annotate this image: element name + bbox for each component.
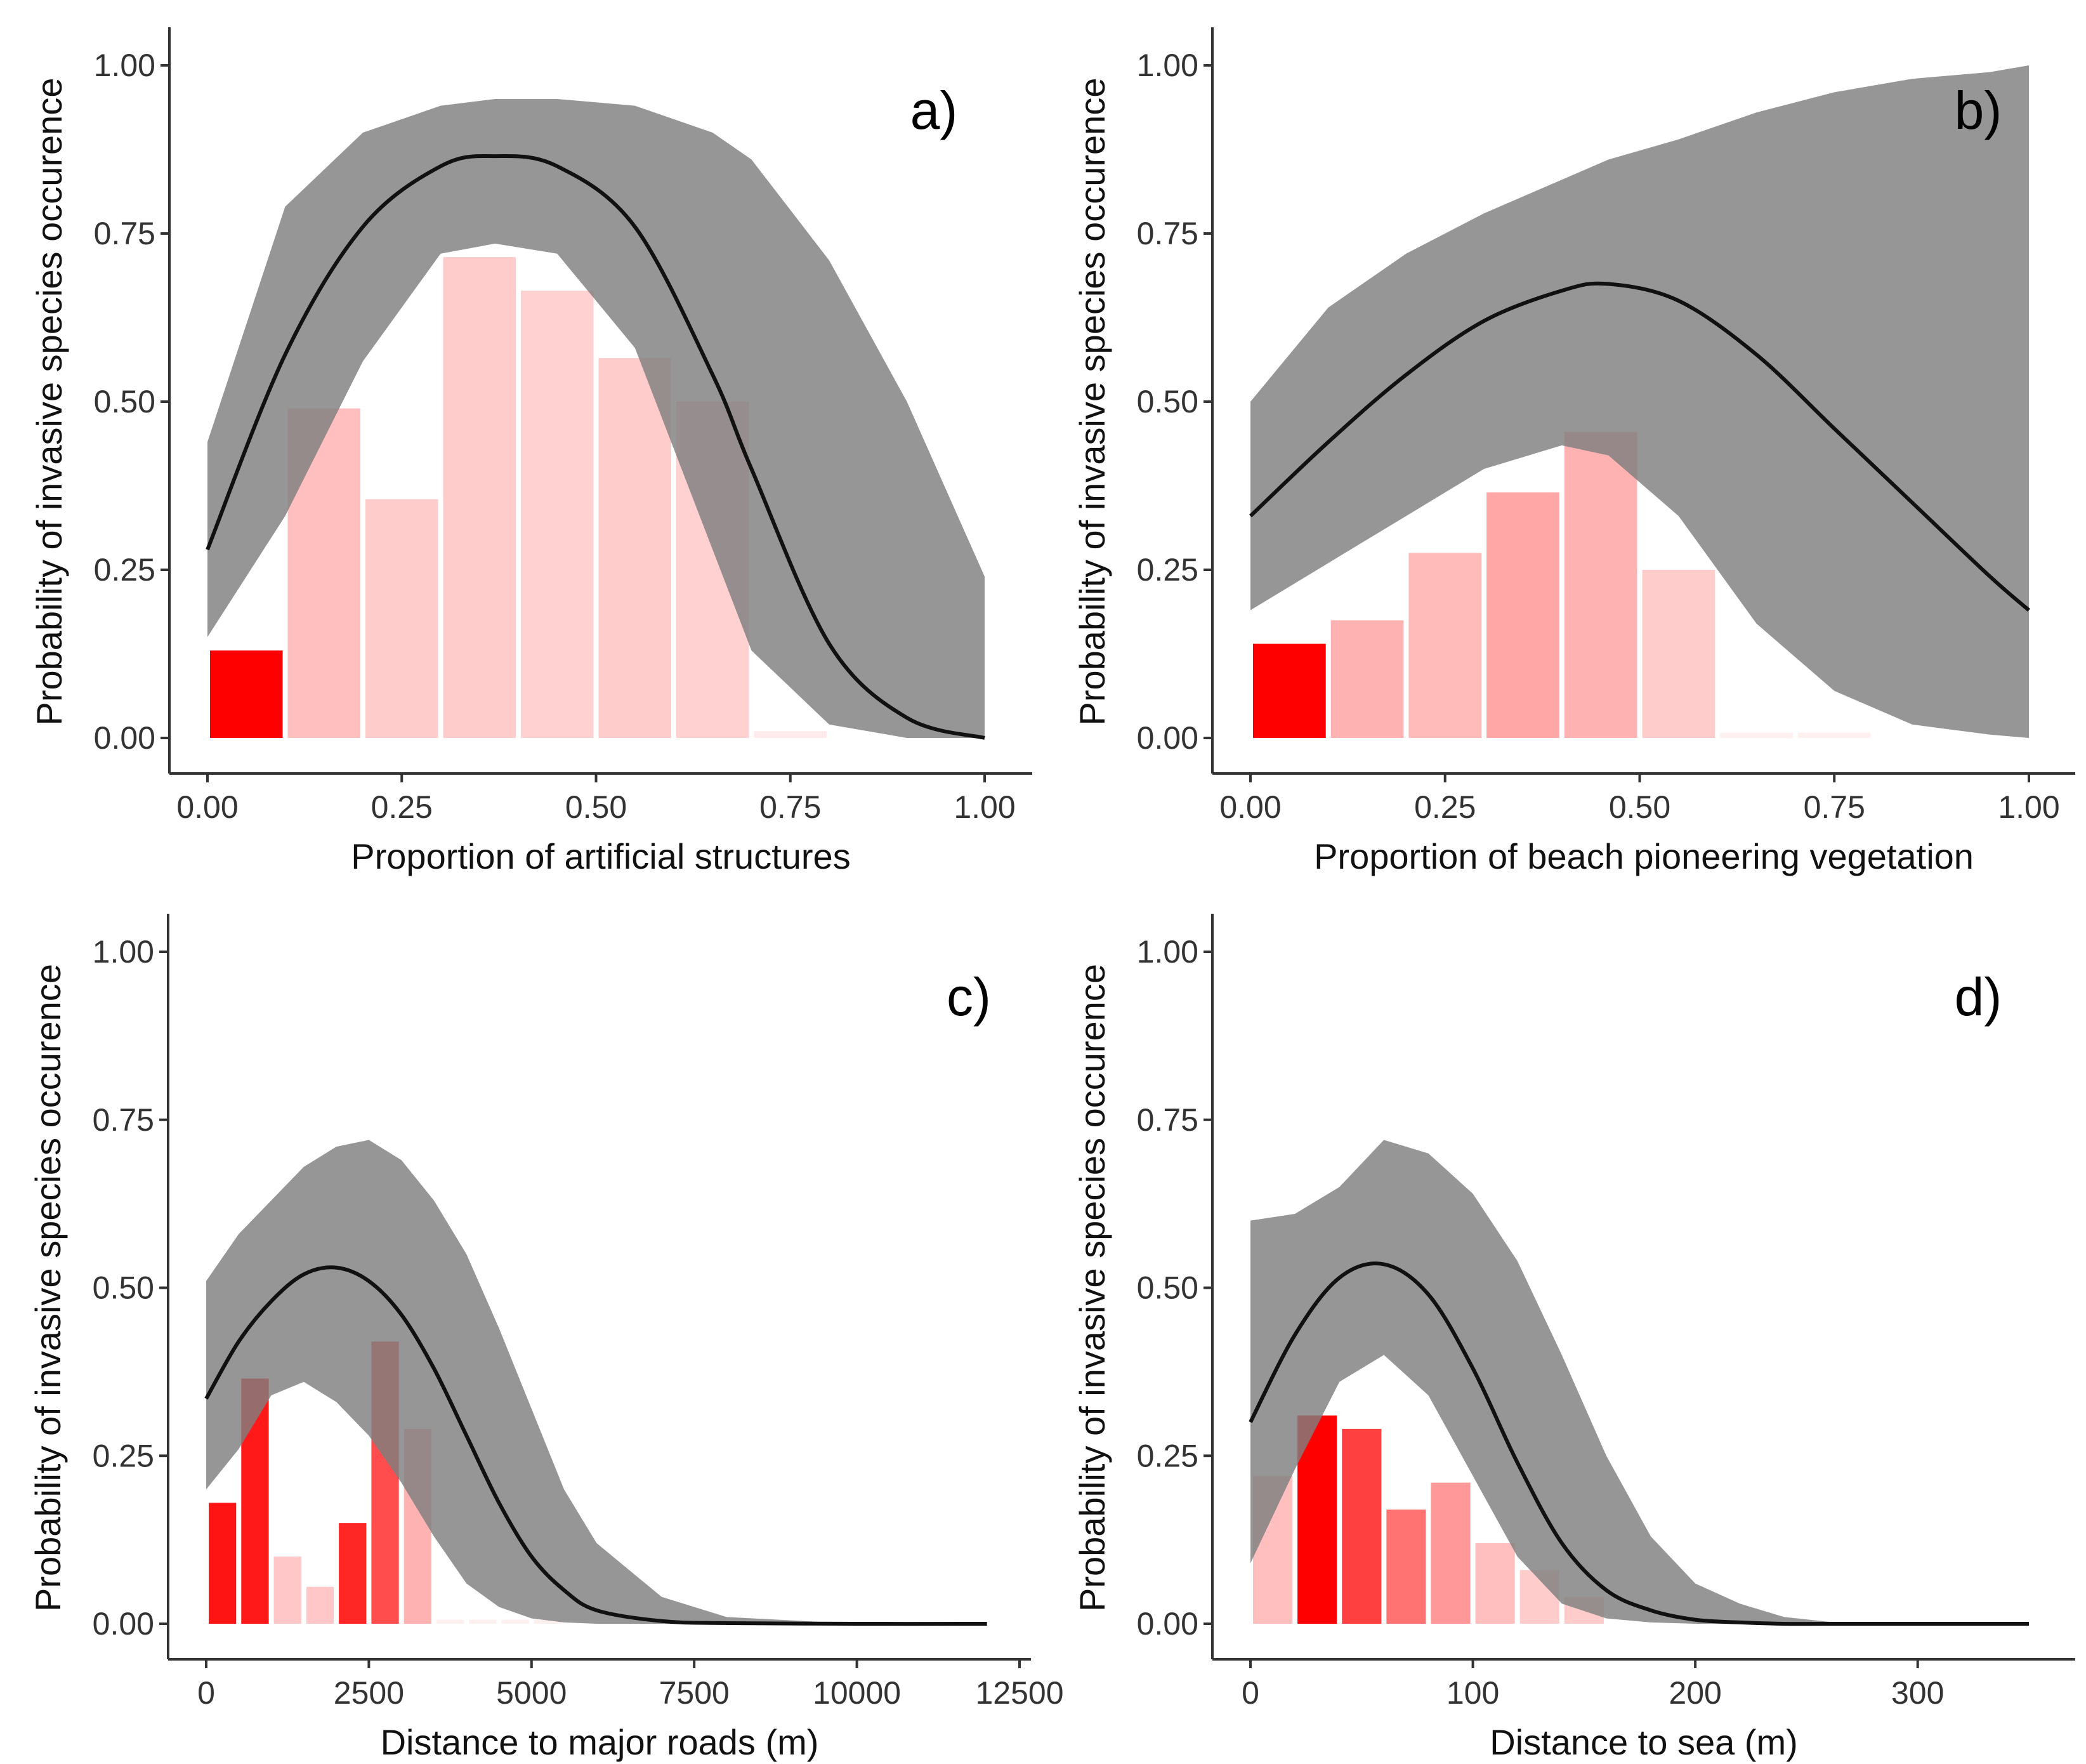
x-tick-label: 2500 (334, 1675, 404, 1711)
y-tick-label: 0.25 (1137, 552, 1198, 588)
x-tick-label: 0 (1242, 1675, 1259, 1711)
y-axis-title: Probability of invasive species occurenc… (29, 78, 69, 726)
histogram-bar (1564, 431, 1637, 738)
histogram-bar (1408, 553, 1482, 738)
panel-label: b) (1955, 81, 2002, 140)
panel-label: d) (1955, 967, 2002, 1027)
fitted-curve (1249, 281, 2030, 612)
x-axis-title: Distance to major roads (m) (381, 1722, 819, 1762)
x-tick-label: 100 (1446, 1675, 1499, 1711)
histogram-bar (501, 1619, 529, 1624)
y-axis-title: Probability of invasive species occurenc… (1072, 78, 1112, 726)
histogram-bar (1720, 732, 1793, 738)
fitted-curve (1249, 1261, 2029, 1626)
panel-label: c) (947, 967, 991, 1027)
x-tick-label: 0.25 (1414, 789, 1476, 825)
y-tick-label: 1.00 (1137, 48, 1198, 83)
y-tick-label: 0.25 (1137, 1438, 1198, 1473)
y-tick-label: 0.50 (1137, 384, 1198, 419)
x-tick-label: 0.50 (565, 789, 627, 825)
histogram-bar (1386, 1509, 1426, 1624)
chart-panel-c: 0.00 0.25 0.50 0.75 1.00 0 2500 5000 7500 10000 12… (28, 914, 1064, 1762)
y-tick-label: 0.50 (1137, 1270, 1198, 1306)
x-axis-title: Proportion of artificial structures (351, 836, 850, 876)
confidence-ribbon (206, 1140, 987, 1624)
histogram-bar (339, 1523, 367, 1624)
confidence-ribbon (1250, 1140, 2029, 1624)
y-axis-title: Probability of invasive species occurenc… (1072, 964, 1112, 1612)
x-tick-label: 7500 (659, 1675, 730, 1711)
histogram-bar (521, 291, 594, 739)
x-tick-label: 10000 (813, 1675, 901, 1711)
y-tick-label: 0.00 (94, 720, 155, 756)
histogram-bar (443, 257, 516, 739)
chart-panel-d: 0.00 0.25 0.50 0.75 1.00 0 100 200 300 Distance t… (1072, 914, 2075, 1762)
y-tick-label: 0.00 (1137, 1606, 1198, 1642)
y-tick-label: 1.00 (94, 48, 155, 83)
y-tick-label: 0.75 (1137, 1102, 1198, 1138)
confidence-ribbon (207, 99, 985, 738)
histogram-bar (306, 1586, 334, 1624)
x-tick-label: 0 (197, 1675, 215, 1711)
histogram-bar (210, 650, 283, 738)
fitted-curve (206, 154, 985, 740)
x-axis-title: Distance to sea (m) (1490, 1722, 1798, 1762)
y-tick-label: 0.50 (93, 1270, 154, 1306)
chart-panel-a: 0.00 0.25 0.50 0.75 1.00 0.00 0.25 0.50 0.75 1.00… (29, 27, 1032, 876)
x-tick-label: 200 (1669, 1675, 1721, 1711)
panel-label: a) (910, 81, 958, 140)
histogram-bar (365, 499, 438, 738)
x-tick-label: 0.00 (1219, 789, 1281, 825)
histogram-bar (436, 1619, 464, 1624)
histogram-bar (534, 1619, 562, 1624)
histogram-bars (1253, 431, 1871, 738)
x-tick-label: 1.00 (1998, 789, 2059, 825)
histogram-bar (1475, 1543, 1515, 1624)
y-tick-label: 0.75 (93, 1102, 154, 1138)
y-tick-label: 1.00 (93, 934, 154, 970)
y-tick-label: 0.75 (94, 216, 155, 251)
histogram-bar (1253, 643, 1326, 738)
y-tick-label: 0.00 (1137, 720, 1198, 756)
histogram-bar (1797, 732, 1871, 738)
y-tick-label: 0.75 (1137, 216, 1198, 251)
x-axis-title: Proportion of beach pioneering vegetatio… (1314, 836, 1974, 876)
histogram-bar (1486, 492, 1559, 738)
y-tick-label: 1.00 (1137, 934, 1198, 970)
fitted-curve (204, 1265, 987, 1626)
y-tick-label: 0.25 (93, 1438, 154, 1473)
y-tick-label: 0.00 (93, 1606, 154, 1642)
x-tick-label: 0.50 (1609, 789, 1670, 825)
chart-panel-b: 0.00 0.25 0.50 0.75 1.00 0.00 0.25 0.50 0.75 1.00… (1072, 27, 2075, 876)
x-tick-label: 0.25 (371, 789, 433, 825)
histogram-bar (1342, 1428, 1382, 1624)
y-tick-label: 0.50 (94, 384, 155, 419)
histogram-bar (1330, 620, 1404, 738)
y-axis-title: Probability of invasive species occurenc… (28, 964, 68, 1612)
x-tick-label: 1.00 (954, 789, 1015, 825)
x-tick-label: 300 (1891, 1675, 1944, 1711)
histogram-bar (1431, 1482, 1471, 1624)
x-tick-label: 0.00 (176, 789, 238, 825)
histogram-bars (210, 257, 827, 739)
x-tick-label: 0.75 (1804, 789, 1865, 825)
x-tick-label: 5000 (496, 1675, 567, 1711)
histogram-bar (209, 1503, 237, 1624)
x-tick-label: 12500 (975, 1675, 1063, 1711)
histogram-bar (754, 731, 827, 738)
histogram-bar (273, 1557, 301, 1624)
histogram-bar (1642, 570, 1715, 738)
x-tick-label: 0.75 (759, 789, 821, 825)
confidence-ribbon (1250, 65, 2029, 738)
y-tick-label: 0.25 (94, 552, 155, 588)
histogram-bar (469, 1619, 497, 1624)
histogram-bar (598, 358, 671, 738)
